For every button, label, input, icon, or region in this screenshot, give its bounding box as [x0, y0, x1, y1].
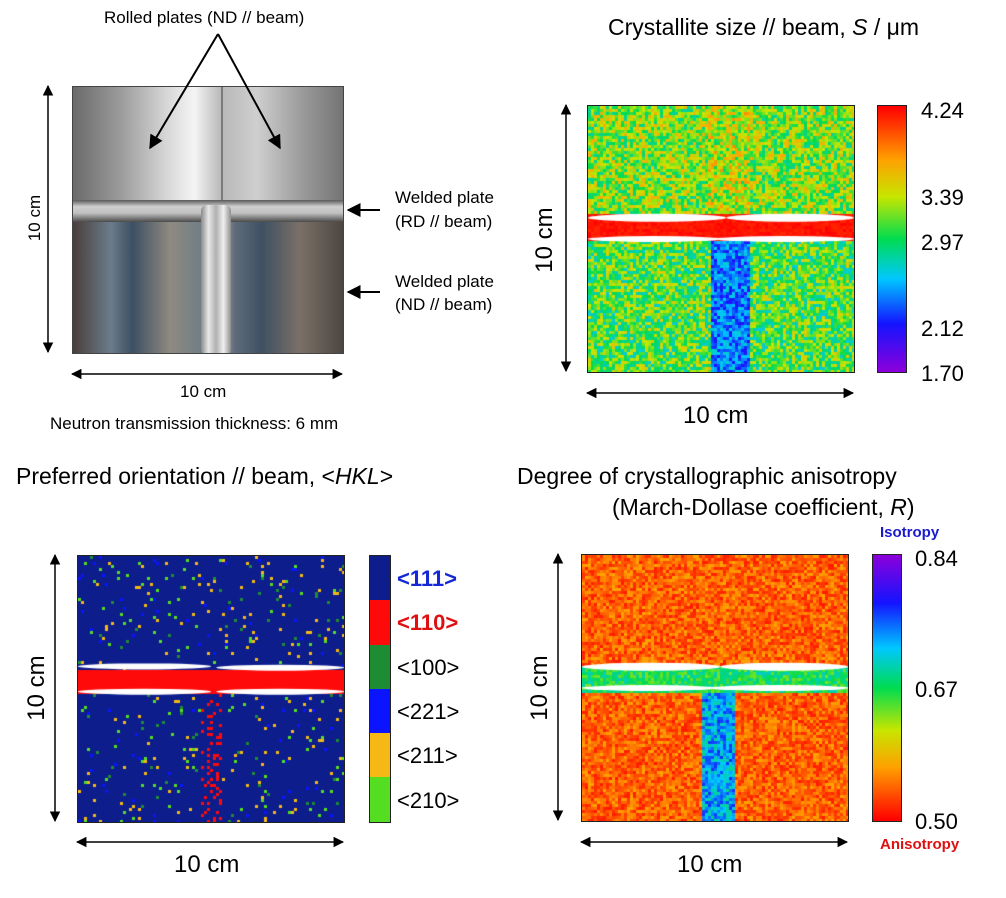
legend-swatch-100: [370, 644, 390, 689]
legend-swatch-211: [370, 733, 390, 778]
crystallite-tick-1-70: 1.70: [921, 361, 964, 386]
anisotropy-title-prefix: (March-Dollase coefficient,: [612, 494, 891, 520]
anisotropy-title-line1: Degree of crystallographic anisotropy: [517, 463, 897, 489]
photo-weld-bead: [201, 205, 231, 353]
crystallite-tick-3-39: 3.39: [921, 185, 964, 210]
anisotropy-tick-0-50: 0.50: [915, 809, 958, 834]
anisotropy-tick-0-67: 0.67: [915, 677, 958, 702]
crystallite-width-label: 10 cm: [683, 402, 749, 429]
orientation-title: Preferred orientation // beam, <HKL>: [16, 463, 393, 490]
crystallite-title-suffix: / μm: [867, 14, 920, 40]
anisotropy-tick-0-84: 0.84: [915, 546, 958, 571]
legend-label-111: <111>: [397, 566, 457, 591]
orientation-title-symbol: HKL: [334, 463, 380, 489]
crystallite-title-prefix: Crystallite size // beam,: [608, 14, 853, 40]
sample-photograph: [72, 86, 344, 354]
crystallite-tick-2-12: 2.12: [921, 316, 964, 341]
crystallite-size-map: [587, 105, 855, 373]
photo-upper-seam: [221, 87, 223, 200]
legend-label-221: <221>: [397, 699, 460, 724]
legend-label-211: <211>: [397, 743, 458, 768]
photo-height-label: 10 cm: [25, 194, 44, 242]
welded-nd-label-line1: Welded plate: [395, 272, 494, 291]
thickness-note: Neutron transmission thickness: 6 mm: [50, 414, 339, 433]
legend-label-110: <110>: [397, 610, 459, 635]
legend-swatch-110: [370, 600, 390, 645]
orientation-legend-swatches: [369, 555, 391, 823]
crystallite-title-symbol: S: [852, 14, 868, 40]
anisotropy-colorbar: [872, 554, 902, 822]
crystallite-tick-2-97: 2.97: [921, 230, 964, 255]
preferred-orientation-map: [77, 555, 345, 823]
orientation-title-prefix: Preferred orientation // beam, <: [16, 463, 335, 489]
rolled-plates-label: Rolled plates (ND // beam): [104, 8, 305, 27]
welded-rd-label-line1: Welded plate: [395, 188, 494, 207]
anisotropy-width-label: 10 cm: [677, 851, 743, 878]
crystallite-title: Crystallite size // beam, S / μm: [608, 14, 919, 41]
orientation-height-label: 10 cm: [23, 655, 50, 721]
photo-width-label: 10 cm: [180, 382, 227, 401]
orientation-title-suffix: >: [379, 463, 394, 489]
anisotropy-title-line2: (March-Dollase coefficient, R): [612, 494, 915, 521]
crystallite-colorbar: [877, 105, 907, 373]
isotropy-label: Isotropy: [880, 524, 940, 541]
legend-swatch-111: [370, 556, 390, 601]
welded-nd-label-line2: (ND // beam): [395, 295, 493, 314]
legend-label-210: <210>: [397, 788, 460, 813]
anisotropy-title-suffix: ): [906, 494, 915, 520]
crystallite-height-label: 10 cm: [531, 207, 558, 273]
orientation-width-label: 10 cm: [174, 851, 240, 878]
anisotropy-map: [581, 554, 849, 822]
anisotropy-title-symbol: R: [890, 494, 907, 520]
anisotropy-label: Anisotropy: [880, 836, 960, 853]
legend-swatch-221: [370, 688, 390, 734]
legend-swatch-210: [370, 777, 390, 822]
crystallite-tick-4-24: 4.24: [921, 98, 964, 123]
welded-rd-label-line2: (RD // beam): [395, 212, 493, 231]
legend-label-100: <100>: [397, 655, 460, 680]
anisotropy-height-label: 10 cm: [526, 655, 553, 721]
